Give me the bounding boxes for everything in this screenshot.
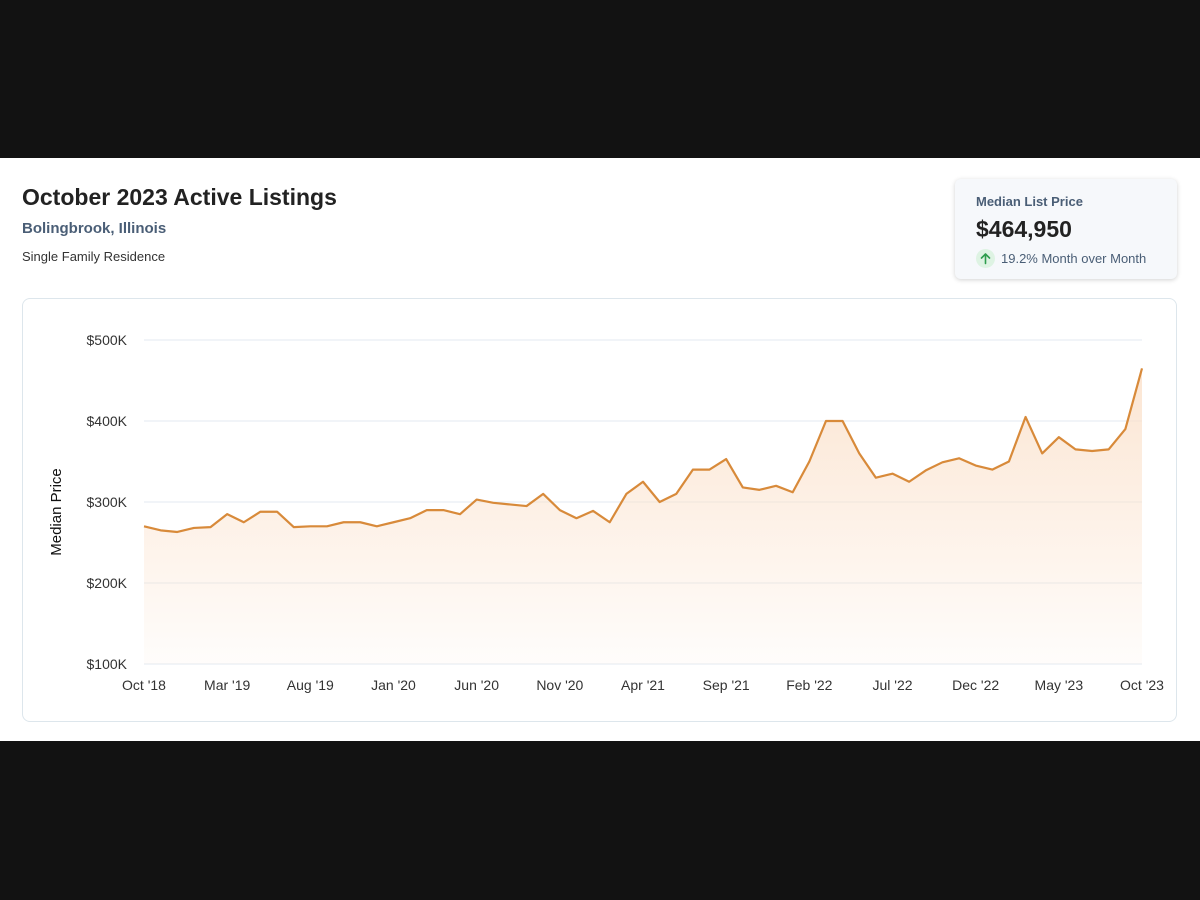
y-tick-label: $400K xyxy=(87,413,128,429)
series-line xyxy=(143,368,1144,534)
x-tick-label: Oct '23 xyxy=(1120,677,1164,693)
price-chart: $100K $200K $300K $400K $500K Oct '18 Mar '19 A… xyxy=(22,298,1177,722)
stat-label: Median List Price xyxy=(976,194,1083,209)
x-tick-label: Aug '19 xyxy=(287,677,334,693)
x-tick-label: Nov '20 xyxy=(536,677,583,693)
stat-change-text: 19.2% Month over Month xyxy=(1001,251,1147,266)
y-tick-label: $100K xyxy=(87,656,128,672)
x-tick-label: Oct '18 xyxy=(122,677,166,693)
property-type-label: Single Family Residence xyxy=(22,249,166,264)
x-tick-label: Feb '22 xyxy=(786,677,832,693)
listings-panel: October 2023 Active Listings Bolingbrook… xyxy=(0,158,1200,741)
x-tick-label: Jul '22 xyxy=(872,677,912,693)
area-fill xyxy=(144,368,1142,664)
x-tick-label: May '23 xyxy=(1035,677,1084,693)
y-tick-label: $500K xyxy=(87,332,128,348)
location-label: Bolingbrook, Illinois xyxy=(22,220,167,237)
stat-value: $464,950 xyxy=(976,216,1072,242)
x-tick-label: Jun '20 xyxy=(454,677,499,693)
x-tick-label: Jan '20 xyxy=(371,677,416,693)
x-tick-label: Sep '21 xyxy=(703,677,750,693)
arrow-up-icon xyxy=(976,249,995,268)
stat-change: 19.2% Month over Month xyxy=(976,249,1146,268)
x-tick-label: Apr '21 xyxy=(621,677,665,693)
y-axis-label: Median Price xyxy=(48,468,65,556)
y-tick-label: $300K xyxy=(87,494,128,510)
page-title: October 2023 Active Listings xyxy=(22,184,337,210)
chart-canvas: $100K $200K $300K $400K $500K Oct '18 Mar '19 A… xyxy=(48,332,1164,693)
x-tick-label: Mar '19 xyxy=(204,677,250,693)
y-tick-label: $200K xyxy=(87,575,128,591)
x-tick-label: Dec '22 xyxy=(952,677,999,693)
median-price-card: Median List Price $464,950 19.2% Month o… xyxy=(955,179,1177,279)
